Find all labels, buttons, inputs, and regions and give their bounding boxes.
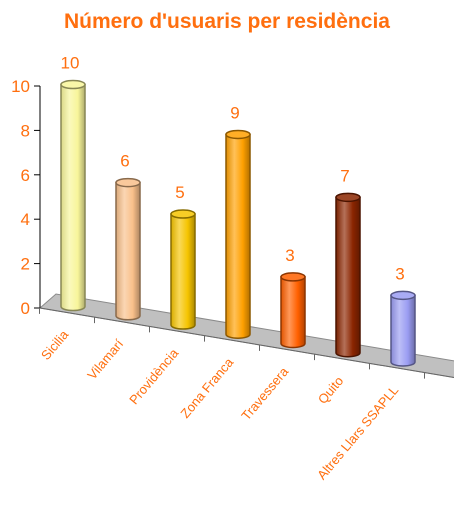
bar-top xyxy=(390,290,416,301)
data-label: 7 xyxy=(340,166,349,185)
bar-top xyxy=(170,209,196,219)
bar-quito xyxy=(335,196,361,358)
x-tick-label: Vilamarí xyxy=(84,336,126,382)
bar-top xyxy=(335,192,361,203)
data-label: 5 xyxy=(175,183,184,202)
bar-top xyxy=(60,79,86,90)
bar-travessera xyxy=(280,276,306,349)
data-label: 3 xyxy=(395,264,404,283)
data-label: 10 xyxy=(61,54,80,73)
chart-title: Número d'usuaris per residència xyxy=(64,10,390,33)
x-tick-label: Providència xyxy=(126,345,182,407)
data-label: 3 xyxy=(285,246,294,265)
y-tick-label: 0 xyxy=(21,299,30,318)
y-tick-label: 8 xyxy=(21,121,30,140)
bar-vilamar- xyxy=(115,181,141,321)
x-tick-label: Travessera xyxy=(238,364,291,424)
y-tick-label: 6 xyxy=(21,166,30,185)
bar-altres-llars-ssapll xyxy=(390,294,416,367)
bar-provid-ncia xyxy=(170,213,196,330)
data-label: 9 xyxy=(230,103,239,122)
bar-sicilia xyxy=(60,83,86,312)
y-tick-label: 4 xyxy=(21,210,30,229)
bar-top xyxy=(115,177,141,188)
x-tick-label: Sicilia xyxy=(38,327,72,363)
x-tick-label: Zona Franca xyxy=(177,354,236,421)
x-tick-label: Quito xyxy=(315,373,346,406)
y-tick-label: 2 xyxy=(21,255,30,274)
y-tick-label: 10 xyxy=(11,77,30,96)
x-axis-line xyxy=(39,307,454,379)
bar-top xyxy=(280,272,306,282)
bar-zona-franca xyxy=(225,133,251,340)
bar-top xyxy=(225,129,251,140)
data-label: 6 xyxy=(120,152,129,171)
